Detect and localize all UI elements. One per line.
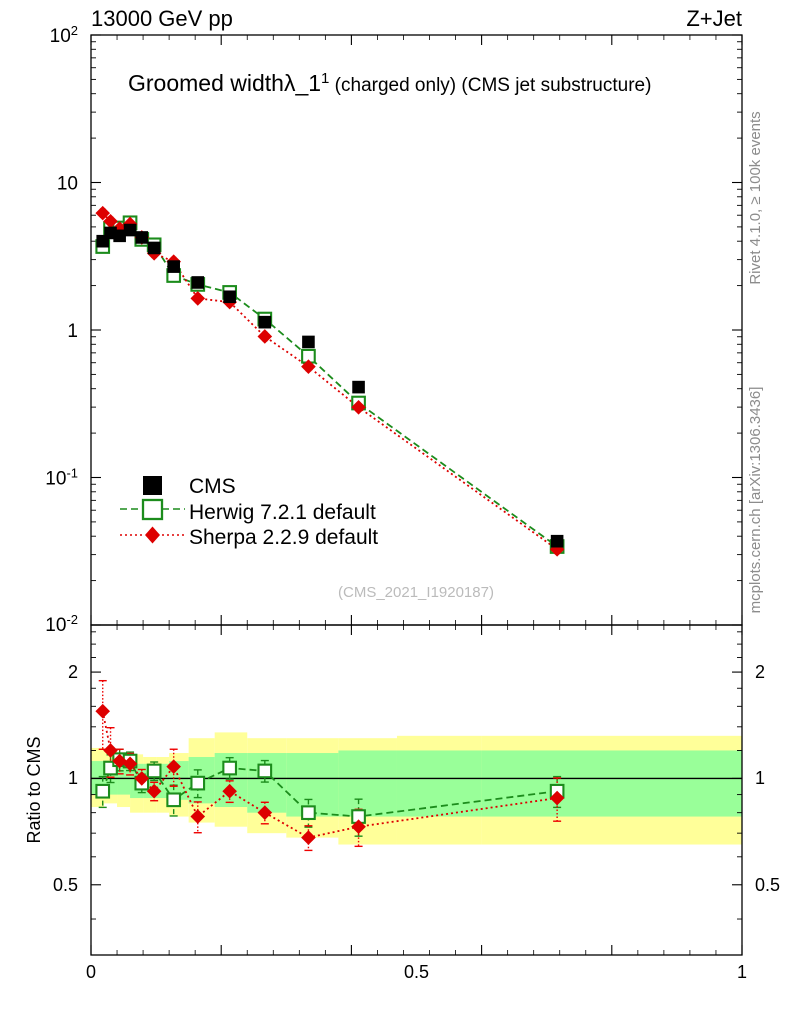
svg-text:1: 1 bbox=[755, 768, 765, 788]
svg-text:CMS: CMS bbox=[189, 475, 236, 498]
svg-text:1: 1 bbox=[68, 768, 78, 788]
svg-text:2: 2 bbox=[755, 662, 765, 682]
svg-text:0: 0 bbox=[86, 962, 96, 982]
svg-text:1: 1 bbox=[67, 321, 78, 342]
svg-text:10: 10 bbox=[57, 174, 78, 195]
svg-text:0.5: 0.5 bbox=[755, 875, 780, 895]
svg-text:Sherpa 2.2.9 default: Sherpa 2.2.9 default bbox=[189, 526, 378, 549]
svg-text:mcplots.cern.ch [arXiv:1306.34: mcplots.cern.ch [arXiv:1306.3436] bbox=[747, 387, 764, 614]
svg-text:Z+Jet: Z+Jet bbox=[686, 6, 742, 31]
svg-text:(CMS_2021_I1920187): (CMS_2021_I1920187) bbox=[338, 584, 494, 601]
svg-text:Herwig 7.2.1 default: Herwig 7.2.1 default bbox=[189, 501, 376, 524]
svg-text:2: 2 bbox=[68, 662, 78, 682]
svg-text:Ratio to CMS: Ratio to CMS bbox=[24, 736, 44, 843]
svg-text:0.5: 0.5 bbox=[404, 962, 429, 982]
svg-text:0.5: 0.5 bbox=[53, 875, 78, 895]
svg-text:1: 1 bbox=[737, 962, 747, 982]
svg-text:Rivet 4.1.0, ≥ 100k events: Rivet 4.1.0, ≥ 100k events bbox=[747, 111, 764, 284]
svg-text:13000 GeV pp: 13000 GeV pp bbox=[91, 6, 233, 31]
